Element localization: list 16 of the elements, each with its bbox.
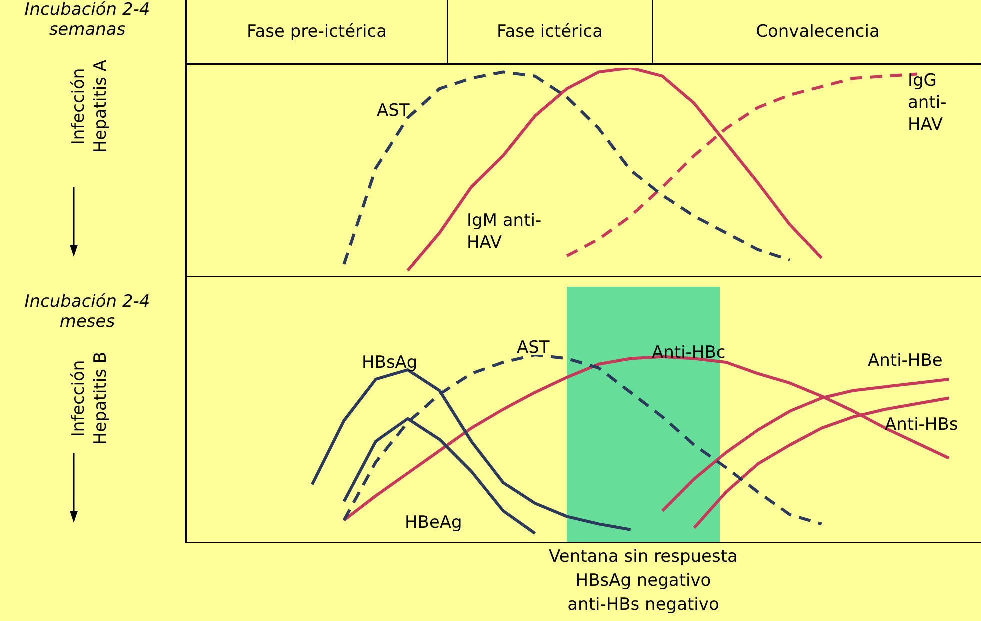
y-axis-title: Infección Hepatitis B bbox=[68, 352, 112, 446]
series-label: HBeAg bbox=[405, 512, 464, 534]
text: Fase ictérica bbox=[447, 0, 652, 63]
text: Fase pre-ictérica bbox=[246, 20, 388, 44]
chart-title: Incubación 2-4 meses bbox=[24, 292, 152, 332]
chart-title: Incubación 2-4 semanas bbox=[24, 0, 152, 40]
series-label: Anti-HBs bbox=[885, 414, 960, 436]
series-label: AST bbox=[517, 337, 551, 359]
series-label: HBsAg bbox=[362, 352, 419, 374]
text: Ventana sin respuesta HBsAg negativo anti-HBs negativo bbox=[548, 546, 739, 617]
y-axis-title: Infección Hepatitis A bbox=[68, 60, 112, 154]
series-label: IgG anti-HAV bbox=[908, 70, 948, 136]
text: Convalecencia bbox=[652, 0, 981, 63]
series-label: Anti-HBe bbox=[868, 350, 944, 372]
series-label: IgM anti-HAV bbox=[467, 210, 543, 254]
series-label: AST bbox=[377, 100, 411, 122]
